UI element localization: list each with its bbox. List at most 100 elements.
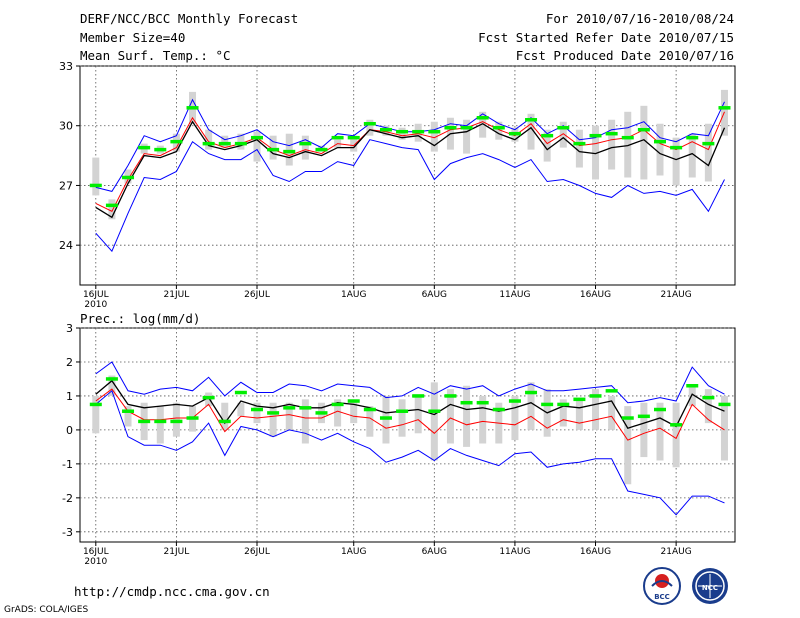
temp-observation-marker bbox=[138, 145, 151, 150]
temp-observation-marker bbox=[105, 203, 118, 208]
temp-observation-marker bbox=[605, 131, 618, 136]
precip-ytick-label: -1 bbox=[62, 458, 73, 471]
precip-ytick-label: 3 bbox=[66, 322, 73, 335]
grads-credit: GrADS: COLA/IGES bbox=[4, 605, 89, 615]
precip-observation-marker bbox=[283, 406, 296, 410]
temp-range-bar bbox=[624, 111, 632, 178]
precip-xtick-label: 6AUG bbox=[422, 547, 447, 557]
temp-range-bar bbox=[688, 133, 696, 178]
precip-upper-bound-line bbox=[95, 361, 725, 404]
temp-range-bar bbox=[430, 121, 438, 152]
precip-ytick-label: 1 bbox=[66, 390, 73, 403]
temp-range-bar bbox=[301, 135, 309, 160]
precip-observation-marker bbox=[138, 419, 151, 424]
temp-observation-marker bbox=[492, 125, 505, 130]
temp-observation-marker bbox=[412, 129, 425, 134]
precip-observation-marker bbox=[589, 394, 602, 398]
temp-observation-marker bbox=[654, 139, 666, 144]
temp-observation-marker bbox=[637, 127, 650, 132]
precip-xtick-label: 11AUG bbox=[499, 547, 530, 557]
precip-observation-marker bbox=[331, 402, 344, 407]
temp-range-bar bbox=[92, 157, 100, 196]
temp-observation-marker bbox=[122, 175, 135, 180]
temp-observation-marker bbox=[315, 147, 328, 152]
precip-observation-marker bbox=[557, 402, 570, 407]
precip-range-bar bbox=[156, 406, 164, 444]
temp-observation-marker bbox=[396, 129, 409, 134]
temp-observation-marker bbox=[460, 125, 473, 130]
precip-range-bar bbox=[511, 395, 519, 441]
temp-range-bar bbox=[495, 121, 503, 140]
precip-range-bar bbox=[640, 402, 648, 458]
precip-observation-marker bbox=[428, 409, 441, 413]
precip-observation-marker bbox=[299, 406, 312, 410]
temp-xtick-label: 16JUL bbox=[83, 290, 109, 300]
temp-observation-marker bbox=[89, 183, 102, 188]
bcc-logo: BCC bbox=[642, 566, 682, 606]
temp-range-bar bbox=[237, 133, 245, 150]
precip-ytick-label: 2 bbox=[66, 356, 73, 369]
temp-observation-marker bbox=[379, 127, 392, 132]
temp-range-bar bbox=[559, 121, 567, 148]
precip-observation-marker bbox=[122, 409, 135, 413]
temp-ytick-label: 27 bbox=[59, 179, 73, 192]
temp-observation-marker bbox=[686, 135, 699, 140]
precip-observation-marker bbox=[460, 400, 473, 405]
temp-observation-marker bbox=[444, 125, 457, 130]
temp-observation-marker bbox=[170, 139, 183, 144]
temp-range-bar bbox=[205, 129, 213, 150]
temp-observation-marker bbox=[621, 135, 634, 140]
temp-observation-marker bbox=[347, 135, 360, 140]
precip-observation-marker bbox=[105, 377, 118, 381]
precip-range-bar bbox=[334, 399, 342, 427]
precip-observation-marker bbox=[363, 407, 376, 412]
temp-range-bar bbox=[704, 123, 712, 182]
precip-observation-marker bbox=[315, 411, 328, 415]
temp-observation-marker bbox=[186, 106, 199, 110]
temp-observation-marker bbox=[363, 121, 376, 126]
precip-observation-marker bbox=[621, 416, 634, 420]
precip-xtick-label: 21AUG bbox=[661, 547, 692, 557]
temp-range-bar bbox=[608, 119, 616, 170]
temp-range-bar bbox=[575, 129, 583, 168]
precip-observation-marker bbox=[702, 395, 715, 400]
precip-range-bar bbox=[446, 389, 454, 444]
precip-ytick-label: -3 bbox=[62, 526, 73, 539]
temp-year-label: 2010 bbox=[84, 300, 107, 310]
temp-range-bar bbox=[543, 129, 551, 162]
precip-observation-marker bbox=[89, 402, 102, 407]
precip-range-bar bbox=[398, 399, 406, 437]
precip-range-bar bbox=[108, 375, 116, 396]
precip-range-bar bbox=[688, 385, 696, 407]
temp-observation-marker bbox=[251, 135, 263, 140]
temp-observation-marker bbox=[508, 131, 521, 136]
precip-ytick-label: 0 bbox=[66, 424, 73, 437]
temp-xtick-label: 11AUG bbox=[499, 290, 530, 300]
precip-observation-marker bbox=[170, 419, 183, 424]
website-url[interactable]: http://cmdp.ncc.cma.gov.cn bbox=[74, 584, 270, 599]
precip-observation-marker bbox=[267, 411, 280, 415]
precip-observation-marker bbox=[202, 395, 215, 400]
precip-range-bar bbox=[720, 395, 728, 461]
temp-plot-frame bbox=[79, 65, 736, 286]
ncc-logo: NCC bbox=[690, 566, 730, 606]
precip-range-bar bbox=[253, 402, 261, 424]
temp-observation-marker bbox=[283, 149, 296, 154]
temperature-variable-label: Mean Surf. Temp.: °C bbox=[80, 48, 231, 63]
temp-observation-marker bbox=[154, 147, 167, 152]
temp-observation-marker bbox=[428, 129, 441, 134]
precip-observation-marker bbox=[347, 399, 360, 403]
temp-range-bar bbox=[366, 119, 374, 136]
precip-range-bar bbox=[237, 402, 245, 417]
temp-observation-marker bbox=[541, 133, 554, 138]
precip-range-bar bbox=[608, 395, 616, 430]
precip-range-bar bbox=[221, 402, 229, 430]
precip-observation-marker bbox=[412, 394, 425, 398]
temp-observation-marker bbox=[331, 135, 344, 140]
temp-range-bar bbox=[656, 123, 664, 176]
temp-range-bar bbox=[350, 135, 358, 152]
precip-observation-marker bbox=[379, 416, 392, 420]
precip-range-bar bbox=[285, 402, 293, 430]
temp-range-bar bbox=[592, 125, 600, 180]
precip-range-bar bbox=[527, 382, 535, 430]
